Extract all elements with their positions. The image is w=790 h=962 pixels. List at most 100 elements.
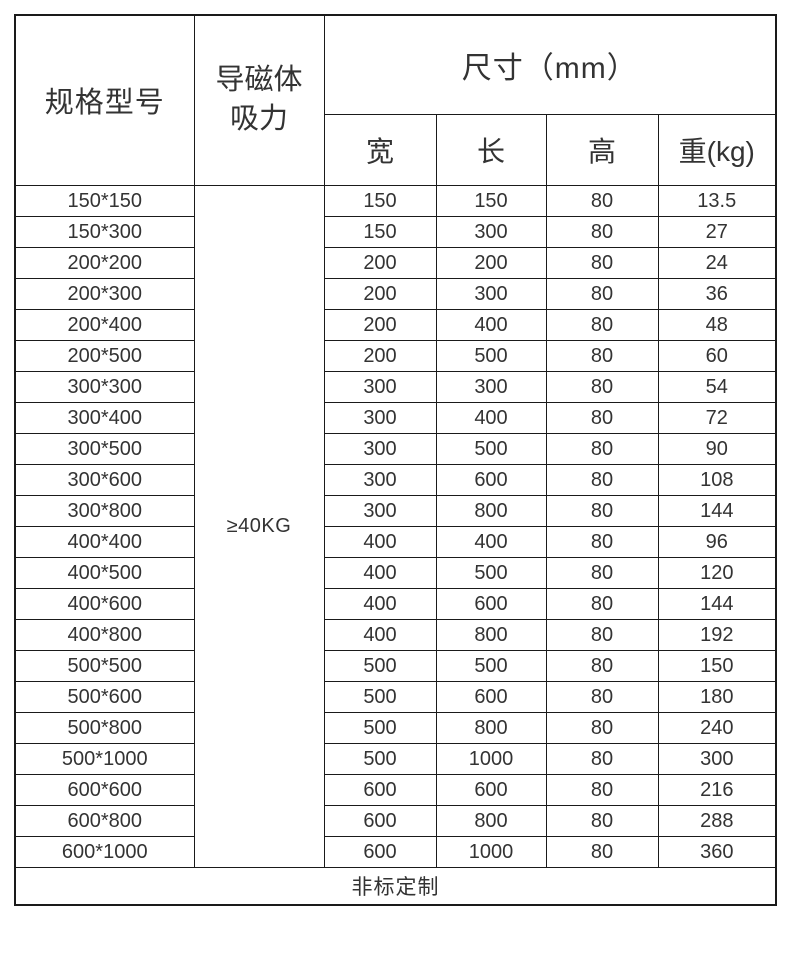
model-cell: 150*150 xyxy=(14,184,195,217)
table-row: 150*150 ≥40KG 150 150 80 13.5 xyxy=(14,184,777,868)
length-cell: 800 xyxy=(435,494,547,527)
table-row: 500*500 500 500 80 150 xyxy=(14,649,777,682)
length-cell: 800 xyxy=(435,804,547,837)
width-cell: 600 xyxy=(323,835,437,868)
model-cell: 150*300 xyxy=(14,215,195,248)
model-cell: 300*400 xyxy=(14,401,195,434)
height-cell: 80 xyxy=(545,184,659,217)
footer-row: 非标定制 xyxy=(14,866,777,906)
length-cell: 600 xyxy=(435,773,547,806)
dimensions-group-header: 尺寸（mm） xyxy=(323,14,777,115)
model-cell: 500*500 xyxy=(14,649,195,682)
width-cell: 300 xyxy=(323,432,437,465)
width-cell: 300 xyxy=(323,463,437,496)
height-cell: 80 xyxy=(545,432,659,465)
height-cell: 80 xyxy=(545,742,659,775)
model-cell: 600*800 xyxy=(14,804,195,837)
width-cell: 500 xyxy=(323,711,437,744)
model-column-header: 规格型号 xyxy=(14,14,195,186)
weight-cell: 108 xyxy=(657,463,777,496)
length-cell: 1000 xyxy=(435,742,547,775)
table-row: 600*800 600 800 80 288 xyxy=(14,804,777,837)
width-cell: 500 xyxy=(323,680,437,713)
table-row: 150*300 150 300 80 27 xyxy=(14,215,777,248)
model-cell: 300*600 xyxy=(14,463,195,496)
width-cell: 200 xyxy=(323,246,437,279)
length-column-header: 长 xyxy=(435,113,547,186)
width-cell: 500 xyxy=(323,649,437,682)
weight-cell: 144 xyxy=(657,587,777,620)
length-cell: 500 xyxy=(435,339,547,372)
weight-cell: 27 xyxy=(657,215,777,248)
weight-cell: 36 xyxy=(657,277,777,310)
weight-cell: 180 xyxy=(657,680,777,713)
model-cell: 500*1000 xyxy=(14,742,195,775)
table-row: 600*600 600 600 80 216 xyxy=(14,773,777,806)
length-cell: 200 xyxy=(435,246,547,279)
table-row: 500*600 500 600 80 180 xyxy=(14,680,777,713)
height-cell: 80 xyxy=(545,308,659,341)
length-cell: 300 xyxy=(435,215,547,248)
length-cell: 600 xyxy=(435,587,547,620)
table-row: 300*600 300 600 80 108 xyxy=(14,463,777,496)
height-cell: 80 xyxy=(545,525,659,558)
weight-cell: 13.5 xyxy=(657,184,777,217)
width-cell: 300 xyxy=(323,401,437,434)
table-row: 400*800 400 800 80 192 xyxy=(14,618,777,651)
model-cell: 600*600 xyxy=(14,773,195,806)
width-cell: 600 xyxy=(323,804,437,837)
table-row: 500*1000 500 1000 80 300 xyxy=(14,742,777,775)
table-row: 200*400 200 400 80 48 xyxy=(14,308,777,341)
spec-table-head: 规格型号 导磁体 吸力 尺寸（mm） 宽 长 高 重(kg) xyxy=(14,14,777,186)
table-row: 400*600 400 600 80 144 xyxy=(14,587,777,620)
weight-column-header: 重(kg) xyxy=(657,113,777,186)
height-cell: 80 xyxy=(545,246,659,279)
table-row: 500*800 500 800 80 240 xyxy=(14,711,777,744)
model-cell: 600*1000 xyxy=(14,835,195,868)
model-cell: 300*300 xyxy=(14,370,195,403)
width-cell: 400 xyxy=(323,618,437,651)
length-cell: 300 xyxy=(435,277,547,310)
width-cell: 300 xyxy=(323,370,437,403)
width-cell: 200 xyxy=(323,339,437,372)
model-cell: 400*800 xyxy=(14,618,195,651)
length-cell: 800 xyxy=(435,711,547,744)
height-cell: 80 xyxy=(545,463,659,496)
width-cell: 400 xyxy=(323,556,437,589)
suction-column-header: 导磁体 吸力 xyxy=(193,14,325,186)
length-cell: 500 xyxy=(435,432,547,465)
table-row: 400*400 400 400 80 96 xyxy=(14,525,777,558)
length-cell: 400 xyxy=(435,525,547,558)
width-cell: 400 xyxy=(323,525,437,558)
length-cell: 400 xyxy=(435,308,547,341)
length-cell: 150 xyxy=(435,184,547,217)
length-cell: 1000 xyxy=(435,835,547,868)
height-cell: 80 xyxy=(545,370,659,403)
length-cell: 800 xyxy=(435,618,547,651)
table-row: 300*400 300 400 80 72 xyxy=(14,401,777,434)
table-row: 600*1000 600 1000 80 360 xyxy=(14,835,777,868)
height-cell: 80 xyxy=(545,339,659,372)
table-row: 200*500 200 500 80 60 xyxy=(14,339,777,372)
height-cell: 80 xyxy=(545,494,659,527)
weight-cell: 96 xyxy=(657,525,777,558)
table-row: 200*200 200 200 80 24 xyxy=(14,246,777,279)
weight-cell: 360 xyxy=(657,835,777,868)
weight-cell: 216 xyxy=(657,773,777,806)
model-cell: 400*600 xyxy=(14,587,195,620)
table-row: 300*500 300 500 80 90 xyxy=(14,432,777,465)
model-cell: 400*500 xyxy=(14,556,195,589)
height-cell: 80 xyxy=(545,711,659,744)
length-cell: 300 xyxy=(435,370,547,403)
width-cell: 300 xyxy=(323,494,437,527)
height-cell: 80 xyxy=(545,277,659,310)
model-cell: 200*300 xyxy=(14,277,195,310)
table-row: 300*800 300 800 80 144 xyxy=(14,494,777,527)
height-column-header: 高 xyxy=(545,113,659,186)
height-cell: 80 xyxy=(545,649,659,682)
weight-cell: 192 xyxy=(657,618,777,651)
custom-note-cell: 非标定制 xyxy=(14,866,777,906)
weight-cell: 288 xyxy=(657,804,777,837)
weight-cell: 48 xyxy=(657,308,777,341)
width-cell: 150 xyxy=(323,184,437,217)
